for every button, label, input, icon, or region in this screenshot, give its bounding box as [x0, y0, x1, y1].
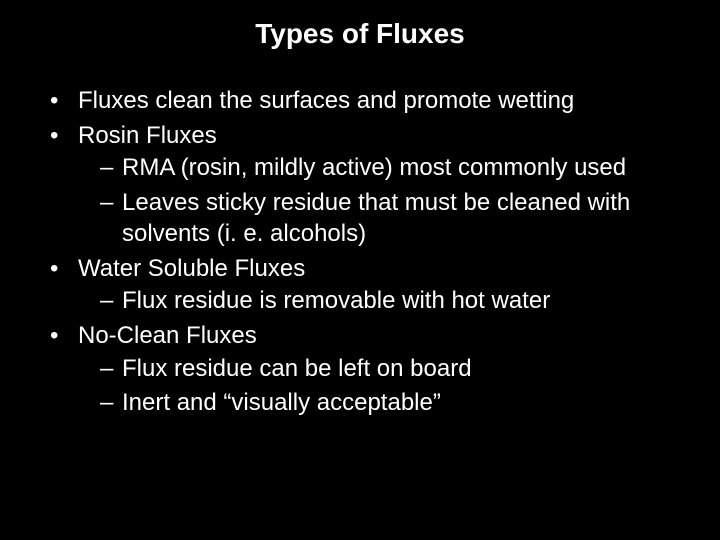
list-item: Flux residue is removable with hot water: [100, 286, 690, 317]
bullet-text: Water Soluble Fluxes: [78, 255, 305, 282]
list-item: Leaves sticky residue that must be clean…: [100, 188, 690, 249]
sub-bullet-list: Flux residue is removable with hot water: [78, 286, 690, 317]
slide: Types of Fluxes Fluxes clean the surface…: [0, 0, 720, 540]
bullet-text: RMA (rosin, mildly active) most commonly…: [122, 154, 626, 181]
bullet-text: No-Clean Fluxes: [78, 322, 257, 349]
list-item: Inert and “visually acceptable”: [100, 388, 690, 419]
bullet-list: Fluxes clean the surfaces and promote we…: [30, 86, 690, 419]
list-item: Rosin Fluxes RMA (rosin, mildly active) …: [50, 121, 690, 250]
sub-bullet-list: RMA (rosin, mildly active) most commonly…: [78, 153, 690, 249]
list-item: Water Soluble Fluxes Flux residue is rem…: [50, 254, 690, 317]
bullet-text: Flux residue can be left on board: [122, 355, 472, 382]
list-item: Fluxes clean the surfaces and promote we…: [50, 86, 690, 117]
slide-title: Types of Fluxes: [30, 18, 690, 50]
bullet-text: Leaves sticky residue that must be clean…: [122, 189, 630, 247]
bullet-text: Flux residue is removable with hot water: [122, 287, 550, 314]
list-item: Flux residue can be left on board: [100, 354, 690, 385]
list-item: No-Clean Fluxes Flux residue can be left…: [50, 321, 690, 419]
bullet-text: Inert and “visually acceptable”: [122, 389, 441, 416]
sub-bullet-list: Flux residue can be left on board Inert …: [78, 354, 690, 419]
list-item: RMA (rosin, mildly active) most commonly…: [100, 153, 690, 184]
bullet-text: Fluxes clean the surfaces and promote we…: [78, 87, 574, 114]
bullet-text: Rosin Fluxes: [78, 122, 217, 149]
